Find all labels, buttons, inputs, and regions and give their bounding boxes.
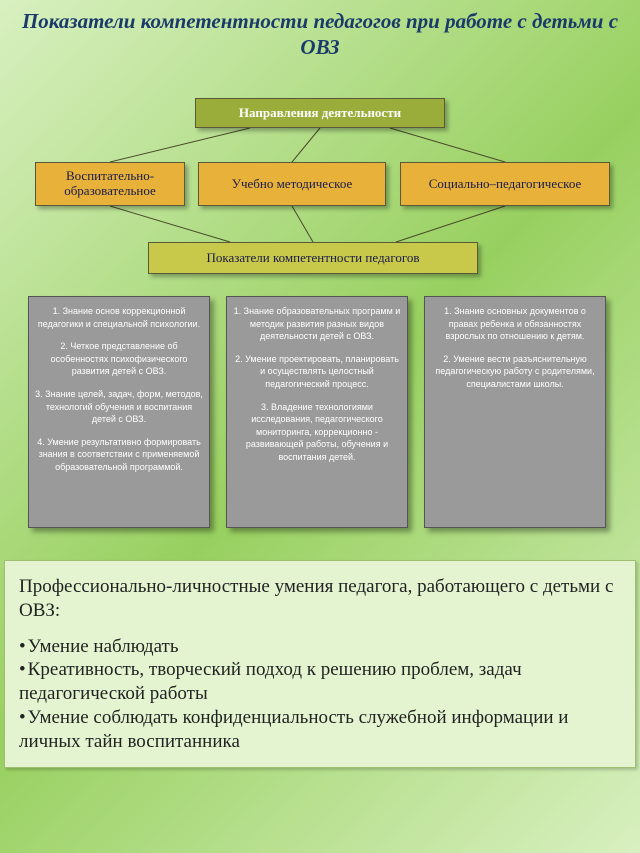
detail-item: 1. Знание образовательных программ и мет… bbox=[233, 305, 401, 343]
detail-item: 3. Знание целей, задач, форм, методов, т… bbox=[35, 388, 203, 426]
detail-item: 3. Владение технологиями исследования, п… bbox=[233, 401, 401, 464]
page-title: Показатели компетентности педагогов при … bbox=[10, 8, 630, 61]
indicators-header: Показатели компетентности педагогов bbox=[148, 242, 478, 274]
skill-bullet: Креативность, творческий подход к решени… bbox=[19, 658, 621, 706]
detail-item: 4. Умение результативно формировать знан… bbox=[35, 436, 203, 474]
detail-box-0: 1. Знание основ коррекционной педагогики… bbox=[28, 296, 210, 528]
skill-bullet: Умение соблюдать конфиденциальность служ… bbox=[19, 706, 621, 754]
detail-item: 2. Умение проектировать, планировать и о… bbox=[233, 353, 401, 391]
direction-box-1: Учебно методическое bbox=[198, 162, 386, 206]
skill-bullet: Умение наблюдать bbox=[19, 635, 621, 659]
skills-lead: Профессионально-личностные умения педаго… bbox=[19, 575, 621, 623]
skills-list: Умение наблюдатьКреативность, творческий… bbox=[19, 635, 621, 754]
detail-box-2: 1. Знание основных документов о правах р… bbox=[424, 296, 606, 528]
detail-item: 2. Умение вести разъяснительную педагоги… bbox=[431, 353, 599, 391]
detail-box-1: 1. Знание образовательных программ и мет… bbox=[226, 296, 408, 528]
detail-item: 2. Четкое представление об особенностях … bbox=[35, 340, 203, 378]
direction-box-2: Социально–педагогическое bbox=[400, 162, 610, 206]
detail-item: 1. Знание основных документов о правах р… bbox=[431, 305, 599, 343]
directions-header: Направления деятельности bbox=[195, 98, 445, 128]
skills-panel: Профессионально-личностные умения педаго… bbox=[4, 560, 636, 768]
direction-box-0: Воспитательно-образовательное bbox=[35, 162, 185, 206]
detail-item: 1. Знание основ коррекционной педагогики… bbox=[35, 305, 203, 330]
